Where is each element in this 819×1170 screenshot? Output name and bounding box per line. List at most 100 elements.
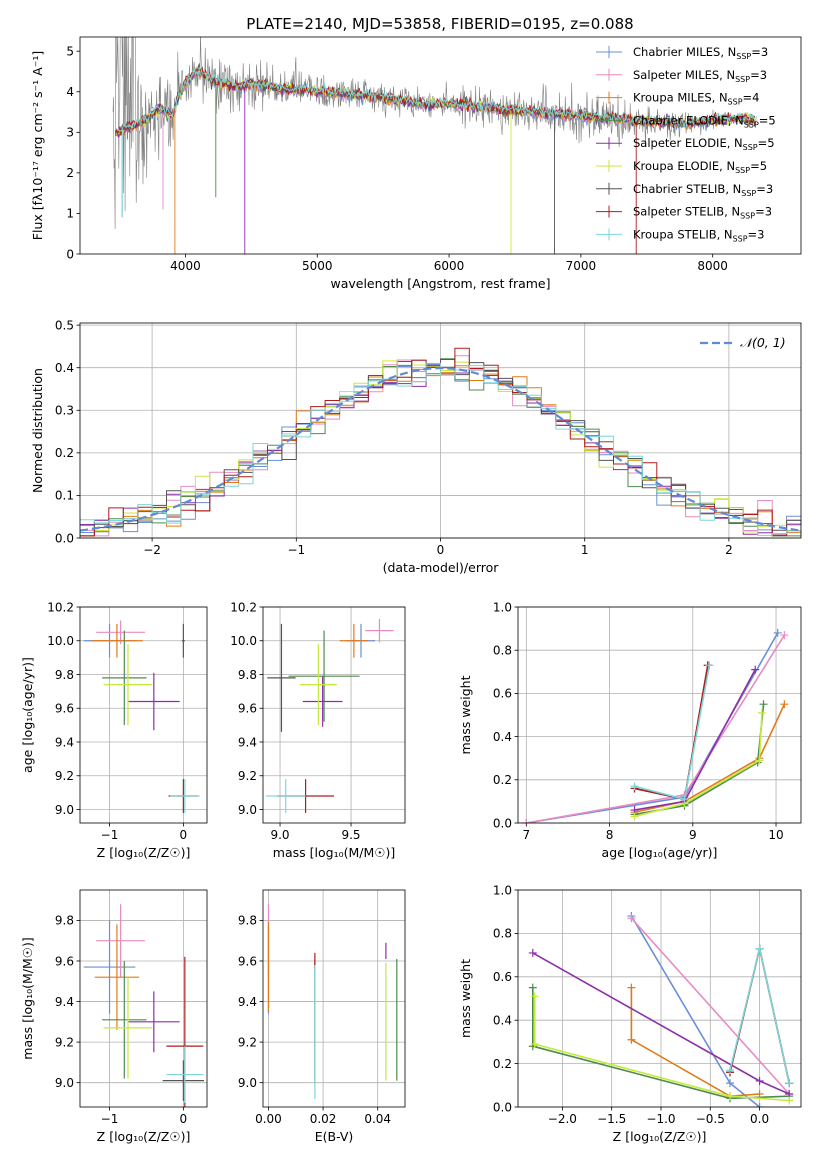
x-tick-label: 8000 bbox=[697, 259, 728, 273]
x-tick-label: 7 bbox=[523, 828, 531, 842]
legend-suffix: =4 bbox=[743, 91, 760, 105]
y-tick-label: 0.2 bbox=[55, 446, 74, 460]
y-tick-label: 2 bbox=[66, 166, 74, 180]
y-tick-label: 4 bbox=[66, 85, 74, 99]
legend-sub: SSP bbox=[741, 189, 756, 198]
series-salpeter-elodie bbox=[528, 948, 794, 1098]
plot-area bbox=[83, 904, 205, 1107]
series-line bbox=[534, 996, 790, 1102]
histogram-chabrier-elodie bbox=[80, 358, 801, 537]
plot-area bbox=[83, 620, 200, 813]
x-tick-label: 0 bbox=[180, 828, 188, 842]
y-tick-label: 0.3 bbox=[55, 404, 74, 418]
point-kroupa-elodie bbox=[103, 977, 153, 1079]
series-chabrier-stelib bbox=[630, 661, 712, 804]
x-tick-label: 8 bbox=[606, 828, 614, 842]
figure-title: PLATE=2140, MJD=53858, FIBERID=0195, z=0… bbox=[246, 15, 633, 33]
series-marker bbox=[680, 795, 689, 804]
y-tick-label: 0.2 bbox=[493, 1057, 512, 1071]
point-chabrier-stelib bbox=[162, 1060, 205, 1101]
y-tick-label: 0.6 bbox=[493, 687, 512, 701]
legend-suffix: =5 bbox=[758, 136, 775, 150]
x-axis-label: Z [log₁₀(Z/Z☉)] bbox=[613, 1129, 707, 1144]
series-marker bbox=[630, 812, 639, 821]
series-line bbox=[630, 917, 790, 1095]
y-tick-label: 0.4 bbox=[55, 361, 74, 375]
series-marker bbox=[757, 708, 766, 717]
y-tick-label: 1 bbox=[66, 207, 74, 221]
spectrum-axes: 4000 5000 6000 7000 8000 0 1 2 3 4 5 wavelength [An… bbox=[30, 36, 802, 291]
x-tick-label: 0 bbox=[180, 1112, 188, 1126]
point-salpeter-elodie bbox=[302, 676, 343, 727]
series-marker bbox=[755, 1103, 764, 1107]
series-kroupa-elodie bbox=[630, 708, 766, 821]
x-axis-label: Z [log₁₀(Z/Z☉)] bbox=[97, 845, 191, 860]
x-tick-label: −1.0 bbox=[646, 1112, 675, 1126]
legend-entry: 𝒩(0, 1) bbox=[740, 335, 786, 350]
y-tick-label: 0.1 bbox=[55, 489, 74, 503]
x-tick-label: 10 bbox=[768, 828, 783, 842]
y-tick-label: 0.5 bbox=[55, 318, 74, 332]
y-tick-label: 10.0 bbox=[47, 634, 74, 648]
series-salpeter-miles bbox=[522, 631, 789, 823]
y-tick-label: 9.8 bbox=[55, 914, 74, 928]
y-axis-label: mass weight bbox=[458, 675, 473, 754]
histogram-axes: −2 −1 0 1 2 0.0 0.1 0.2 0.3 0.4 0.5 (data-model)/er… bbox=[30, 318, 802, 575]
x-tick-label: −1 bbox=[287, 543, 305, 557]
series-marker bbox=[627, 1035, 636, 1044]
x-tick-label: 9.5 bbox=[341, 828, 360, 842]
point-kroupa-elodie bbox=[299, 644, 337, 726]
series-marker bbox=[522, 819, 531, 823]
series-marker bbox=[785, 1079, 794, 1088]
legend-suffix: =3 bbox=[755, 205, 772, 219]
series-chabrier-miles bbox=[627, 912, 764, 1107]
y-tick-label: 9.8 bbox=[238, 914, 257, 928]
y-tick-label: 3 bbox=[66, 126, 74, 140]
x-tick-label: 0.0 bbox=[750, 1112, 769, 1126]
series-marker bbox=[726, 1092, 735, 1101]
series-marker bbox=[755, 1076, 764, 1085]
x-tick-label: −1 bbox=[101, 1112, 119, 1126]
legend-suffix: =3 bbox=[756, 182, 773, 196]
x-axis-label: Z [log₁₀(Z/Z☉)] bbox=[97, 1129, 191, 1144]
y-tick-label: 9.6 bbox=[238, 954, 257, 968]
point-chabrier-stelib bbox=[267, 623, 296, 732]
x-tick-label: 9.0 bbox=[270, 828, 289, 842]
y-tick-label: 0.4 bbox=[493, 730, 512, 744]
y-tick-label: 9.2 bbox=[238, 769, 257, 783]
series-line bbox=[526, 634, 786, 823]
point-chabrier-miles bbox=[83, 920, 136, 1014]
legend-suffix: =3 bbox=[750, 68, 767, 82]
legend-entry: Salpeter STELIB, NSSP=3 bbox=[633, 205, 772, 221]
plot-area bbox=[265, 618, 394, 813]
series-marker bbox=[627, 914, 636, 923]
legend-sub: SSP bbox=[728, 98, 743, 107]
x-tick-label: −1 bbox=[101, 828, 119, 842]
y-tick-label: 10.2 bbox=[47, 600, 74, 614]
series-marker bbox=[780, 700, 789, 709]
axes-frame bbox=[517, 889, 802, 1108]
legend-entry: Chabrier STELIB, NSSP=3 bbox=[633, 182, 773, 198]
axes-frame bbox=[79, 606, 208, 824]
x-tick-label: −1.5 bbox=[597, 1112, 626, 1126]
axes-frame bbox=[79, 322, 802, 539]
series-marker bbox=[627, 983, 636, 992]
x-axis-label: (data-model)/error bbox=[383, 560, 500, 575]
legend-suffix: =3 bbox=[751, 45, 768, 59]
series-salpeter-miles bbox=[627, 914, 794, 1098]
y-tick-label: 9.0 bbox=[55, 803, 74, 817]
legend-entry: Kroupa MILES, NSSP=4 bbox=[633, 91, 759, 107]
series-marker bbox=[751, 665, 760, 674]
series-kroupa-stelib bbox=[630, 661, 714, 804]
y-tick-label: 9.2 bbox=[55, 769, 74, 783]
z-weight-axes: −2.0 −1.5 −1.0 −0.5 0.0 0.0 0.2 0.4 0.6 0.8 1.0 Z [… bbox=[458, 883, 802, 1144]
plot-area bbox=[112, 37, 757, 254]
y-tick-label: 9.0 bbox=[55, 1076, 74, 1090]
y-tick-label: 9.6 bbox=[238, 702, 257, 716]
histogram-kroupa-stelib bbox=[80, 362, 801, 537]
y-tick-label: 0.4 bbox=[493, 1014, 512, 1028]
point-chabrier-stelib bbox=[181, 623, 185, 658]
legend-entry: Chabrier ELODIE, NSSP=5 bbox=[633, 113, 776, 129]
series-marker bbox=[705, 661, 714, 670]
legend-sub: SSP bbox=[736, 52, 751, 61]
